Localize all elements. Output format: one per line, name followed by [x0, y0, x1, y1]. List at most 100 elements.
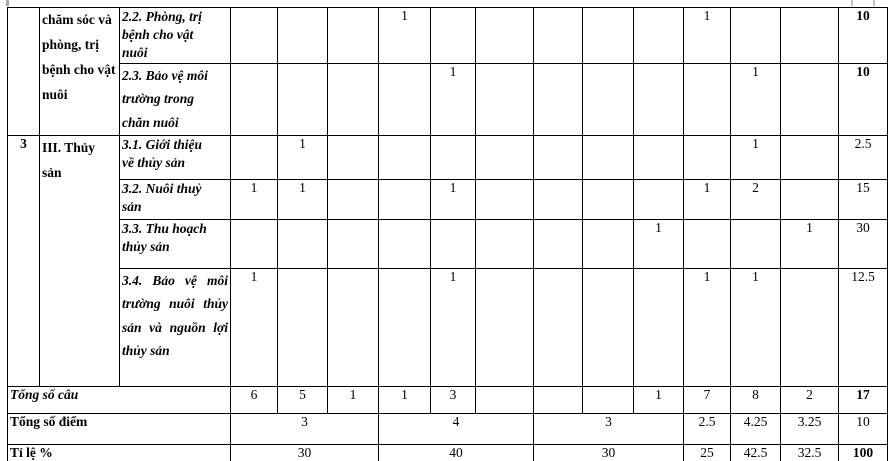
count-cell: 1	[683, 7, 731, 64]
empty-cell	[327, 267, 379, 387]
total-cell: 3	[430, 385, 476, 414]
count-cell: 2	[730, 178, 781, 220]
matrix-body: chăm sóc và phòng, trị bệnh cho vật nuôi…	[7, 7, 888, 461]
ordinal-cell: 3	[7, 134, 40, 387]
empty-cell	[430, 218, 476, 269]
empty-cell	[582, 178, 634, 220]
row-content-3-3: 3.3. Thu hoạch thủy sản 1 1 30	[8, 218, 888, 269]
empty-cell	[475, 218, 534, 269]
points-cell: 3	[230, 412, 379, 445]
empty-cell	[475, 178, 534, 220]
total-cell: 1	[378, 385, 431, 414]
empty-cell	[430, 7, 476, 64]
empty-cell	[683, 218, 731, 269]
empty-cell	[277, 267, 328, 387]
row-total-points: Tổng số điểm 3 4 3 2.5 4.25 3.25 10	[7, 412, 888, 445]
percent-cell: 2.5	[838, 134, 888, 180]
empty-cell	[475, 385, 534, 414]
count-cell: 1	[730, 267, 781, 387]
empty-cell	[378, 218, 431, 269]
empty-cell	[277, 7, 328, 64]
row-content-3-4: 3.4. Bảo vệ môi trường nuôi thủy sản và …	[8, 267, 888, 387]
total-cell: 1	[327, 385, 379, 414]
empty-cell	[378, 178, 431, 220]
count-cell: 1	[633, 218, 684, 269]
empty-cell	[378, 267, 431, 387]
count-cell: 1	[230, 178, 278, 220]
content-cell-3-1: 3.1. Giới thiệu về thủy sản	[119, 134, 231, 180]
empty-cell	[582, 62, 634, 136]
points-cell: 4	[378, 412, 534, 445]
crop-artifact-top-right	[851, 0, 875, 6]
content-cell-3-3: 3.3. Thu hoạch thủy sản	[119, 218, 231, 269]
percent-cell: 12.5	[838, 267, 888, 387]
empty-cell	[780, 7, 839, 64]
matrix-table: chăm sóc và phòng, trị bệnh cho vật nuôi…	[7, 7, 888, 461]
empty-cell	[780, 178, 839, 220]
count-cell: 1	[230, 267, 278, 387]
points-cell: 3	[533, 412, 684, 445]
count-cell: 1	[430, 178, 476, 220]
empty-cell	[633, 62, 684, 136]
empty-cell	[533, 178, 583, 220]
count-cell: 1	[730, 134, 781, 180]
row-content-2-3: 2.3. Bảo vệ môi trường trong chăn nuôi 1 1…	[8, 62, 888, 136]
percent-cell: 25	[683, 443, 731, 461]
empty-cell	[780, 134, 839, 180]
empty-cell	[633, 7, 684, 64]
row-total-questions: Tổng số câu 6 5 1 1 3 1 7 8 2 17	[7, 385, 888, 414]
empty-cell	[633, 134, 684, 180]
empty-cell	[430, 134, 476, 180]
count-cell: 1	[683, 178, 731, 220]
topic-cell-thuy-san: III. Thủy sản	[39, 134, 120, 387]
row-percent: Tỉ lệ % 30 40 30 25 42.5 32.5 100	[7, 443, 888, 461]
empty-cell	[327, 134, 379, 180]
percent-cell: 30	[838, 218, 888, 269]
total-cell: 8	[730, 385, 781, 414]
percent-cell: 10	[838, 62, 888, 136]
count-cell: 1	[730, 62, 781, 136]
grand-total-cell: 17	[838, 385, 888, 414]
empty-cell	[683, 134, 731, 180]
empty-cell	[230, 7, 278, 64]
percent-cell: 32.5	[780, 443, 839, 461]
percent-cell: 30	[230, 443, 379, 461]
row-content-3-2: 3.2. Nuôi thuỷ sản 1 1 1 1 2 15	[8, 178, 888, 220]
empty-cell	[230, 62, 278, 136]
empty-cell	[533, 7, 583, 64]
empty-cell	[475, 267, 534, 387]
empty-cell	[277, 62, 328, 136]
empty-cell	[533, 134, 583, 180]
total-cell: 2	[780, 385, 839, 414]
empty-cell	[327, 62, 379, 136]
points-total-cell: 10	[838, 412, 888, 445]
empty-cell	[582, 7, 634, 64]
empty-cell	[475, 7, 534, 64]
empty-cell	[475, 134, 534, 180]
crop-artifact-top-left	[6, 0, 9, 6]
empty-cell	[378, 134, 431, 180]
points-cell: 4.25	[730, 412, 781, 445]
content-cell-3-2: 3.2. Nuôi thuỷ sản	[119, 178, 231, 220]
count-cell: 1	[378, 7, 431, 64]
empty-cell	[683, 62, 731, 136]
empty-cell	[533, 62, 583, 136]
total-cell: 6	[230, 385, 278, 414]
percent-cell: 10	[838, 7, 888, 64]
ordinal-cell	[7, 7, 40, 136]
empty-cell	[378, 62, 431, 136]
percent-total-cell: 100	[838, 443, 888, 461]
empty-cell	[780, 62, 839, 136]
total-cell: 1	[633, 385, 684, 414]
content-cell-2-3: 2.3. Bảo vệ môi trường trong chăn nuôi	[119, 62, 231, 136]
content-cell-3-4: 3.4. Bảo vệ môi trường nuôi thủy sản và …	[119, 267, 231, 387]
percent-cell: 30	[533, 443, 684, 461]
empty-cell	[230, 218, 278, 269]
empty-cell	[633, 267, 684, 387]
count-cell: 1	[430, 62, 476, 136]
empty-cell	[327, 218, 379, 269]
row-content-2-2: chăm sóc và phòng, trị bệnh cho vật nuôi…	[7, 7, 888, 136]
percent-cell: 15	[838, 178, 888, 220]
topic-cell-chan-nuoi: chăm sóc và phòng, trị bệnh cho vật nuôi	[39, 7, 120, 136]
empty-cell	[533, 267, 583, 387]
